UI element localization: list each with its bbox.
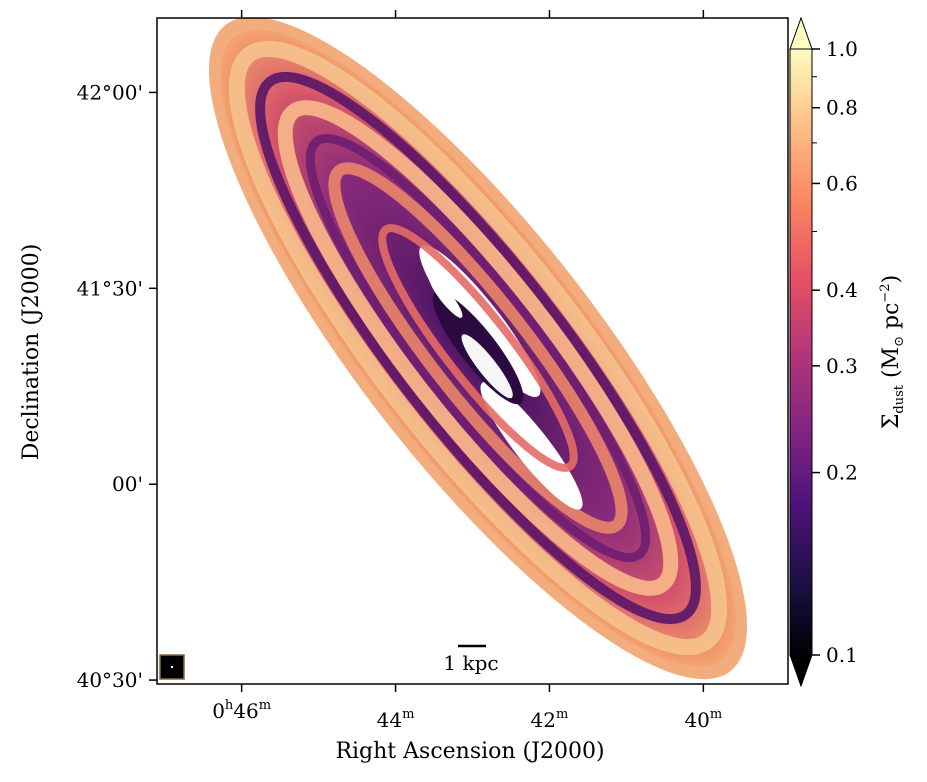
colorbar: 1.0 0.8 0.6 0.4 0.3 0.2 0.1 Σdust (M⊙ pc−2) xyxy=(789,16,907,688)
colorbar-frame xyxy=(789,48,813,656)
x-axis-ticks: 0h46m 44m 42m 40m xyxy=(212,10,722,732)
colorbar-tick-label: 0.6 xyxy=(826,171,858,195)
scale-bar-label: 1 kpc xyxy=(443,651,498,675)
colorbar-gradient xyxy=(790,49,812,655)
colorbar-tick-label: 0.2 xyxy=(826,461,858,485)
colorbar-tick-label: 1.0 xyxy=(826,37,858,61)
dust-map-image xyxy=(208,18,748,680)
y-tick-label: 42°00' xyxy=(77,80,143,104)
beam-dot xyxy=(170,665,174,669)
colorbar-tick-label: 0.3 xyxy=(826,354,858,378)
colorbar-tick-label: 0.1 xyxy=(826,643,858,667)
y-tick-label: 40°30' xyxy=(77,668,143,692)
x-tick-label: 44m xyxy=(377,707,415,732)
y-axis-ticks: 42°00' 41°30' 00' 40°30' xyxy=(77,80,157,692)
x-tick-label: 42m xyxy=(531,707,569,732)
x-axis-title: Right Ascension (J2000) xyxy=(335,739,604,764)
x-tick-label: 0h46m xyxy=(212,698,271,723)
y-tick-label: 00' xyxy=(112,472,143,496)
colorbar-extend-max xyxy=(789,16,813,50)
colorbar-tick-label: 0.4 xyxy=(826,278,858,302)
y-tick-label: 41°30' xyxy=(77,276,143,300)
colorbar-ticks: 1.0 0.8 0.6 0.4 0.3 0.2 0.1 xyxy=(812,37,858,667)
colorbar-extend-min xyxy=(789,654,813,688)
x-tick-label: 40m xyxy=(684,707,722,732)
plot-frame xyxy=(156,17,789,685)
y-axis-title: Declination (J2000) xyxy=(19,244,44,461)
colorbar-label: Σdust (M⊙ pc−2) xyxy=(878,275,907,429)
colorbar-tick-label: 0.8 xyxy=(826,96,858,120)
